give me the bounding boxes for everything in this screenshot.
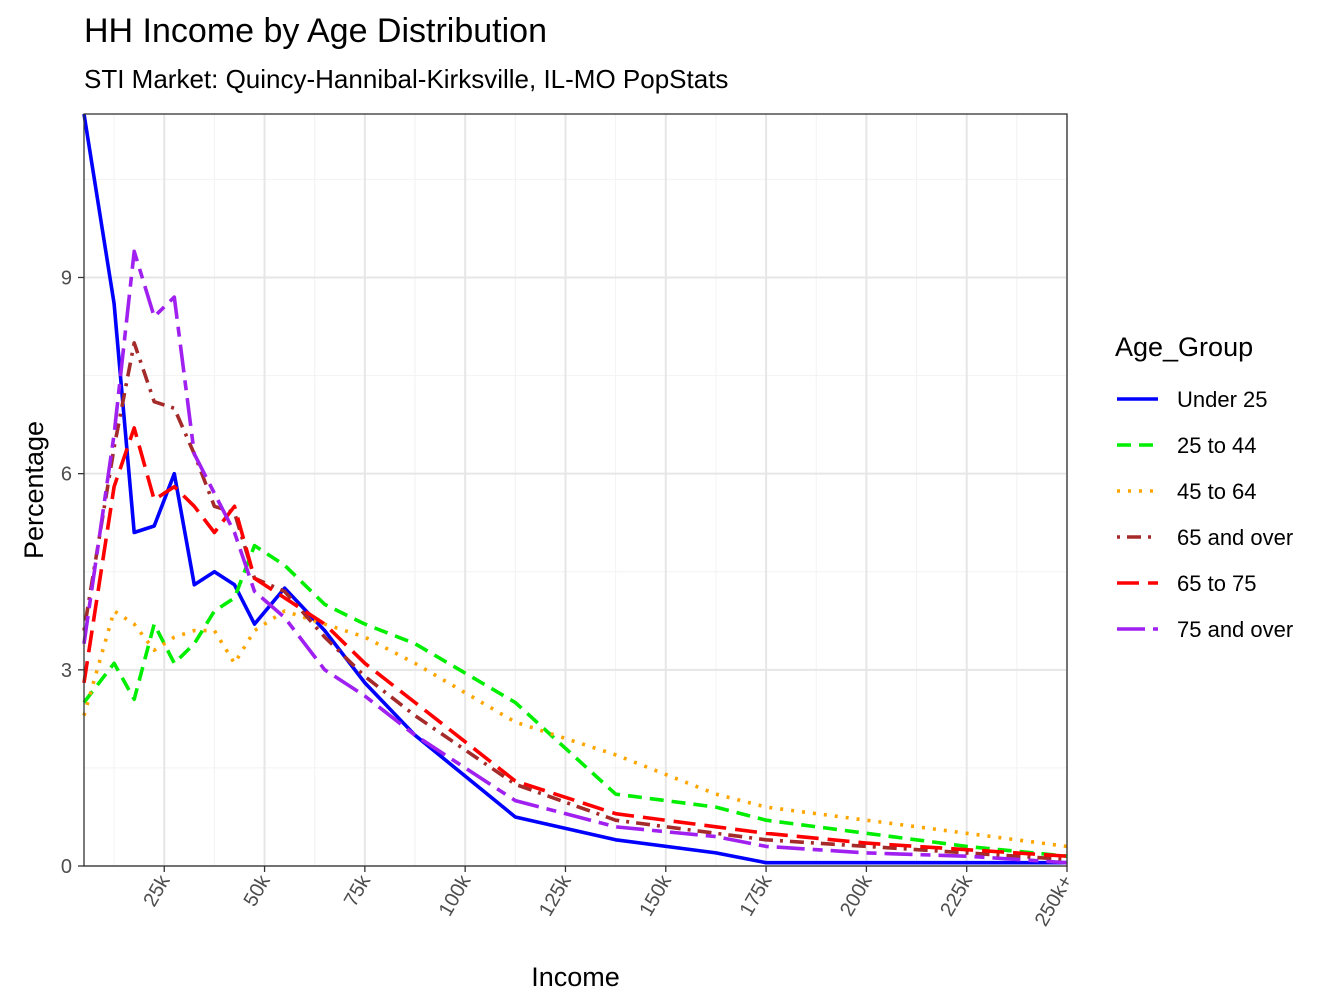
x-tick-label: 250k+ (1031, 872, 1078, 931)
grid-minor (84, 114, 1067, 866)
x-tick-label: 125k (535, 871, 576, 920)
y-tick-label: 3 (61, 660, 72, 682)
x-axis-label: Income (531, 962, 620, 992)
x-tick-label: 175k (736, 871, 777, 920)
x-tick-label: 50k (240, 871, 276, 911)
legend-label: 45 to 64 (1177, 479, 1257, 504)
x-tick-label: 150k (635, 871, 676, 920)
grid-major (84, 114, 1068, 867)
series-line (82, 249, 1068, 865)
y-tick-label: 0 (61, 856, 72, 878)
x-tick-label: 200k (836, 871, 877, 920)
series-line (82, 609, 1068, 849)
chart-subtitle: STI Market: Quincy-Hannibal-Kirksville, … (84, 64, 729, 94)
legend-label: 75 and over (1177, 617, 1293, 642)
series-lines (82, 113, 1068, 865)
x-tick-label: 25k (139, 871, 175, 911)
legend-title: Age_Group (1115, 332, 1253, 362)
plot-panel-border (83, 113, 1068, 867)
series-line (82, 543, 1068, 858)
x-tick-label: 225k (936, 871, 977, 920)
series-line (82, 426, 1068, 858)
series-line (82, 113, 1067, 865)
legend-label: 65 to 75 (1177, 571, 1257, 596)
legend-label: Under 25 (1177, 387, 1268, 412)
legend-label: 65 and over (1177, 525, 1293, 550)
legend-label: 25 to 44 (1177, 433, 1257, 458)
legend: Age_Group Under 25 25 to 44 45 to 64 65 and… (1115, 332, 1293, 642)
x-tick-label: 75k (340, 871, 376, 911)
x-tick-label: 100k (435, 871, 476, 920)
y-axis: 0 3 6 9 (61, 267, 84, 878)
y-tick-label: 9 (61, 267, 72, 289)
series-line (82, 341, 1068, 862)
x-axis: 25k 50k 75k 100k 125k 150k 175k 200k 225k 250k+ (139, 866, 1077, 930)
y-tick-label: 6 (61, 464, 72, 486)
chart-title: HH Income by Age Distribution (84, 12, 547, 50)
y-axis-label: Percentage (19, 421, 49, 559)
